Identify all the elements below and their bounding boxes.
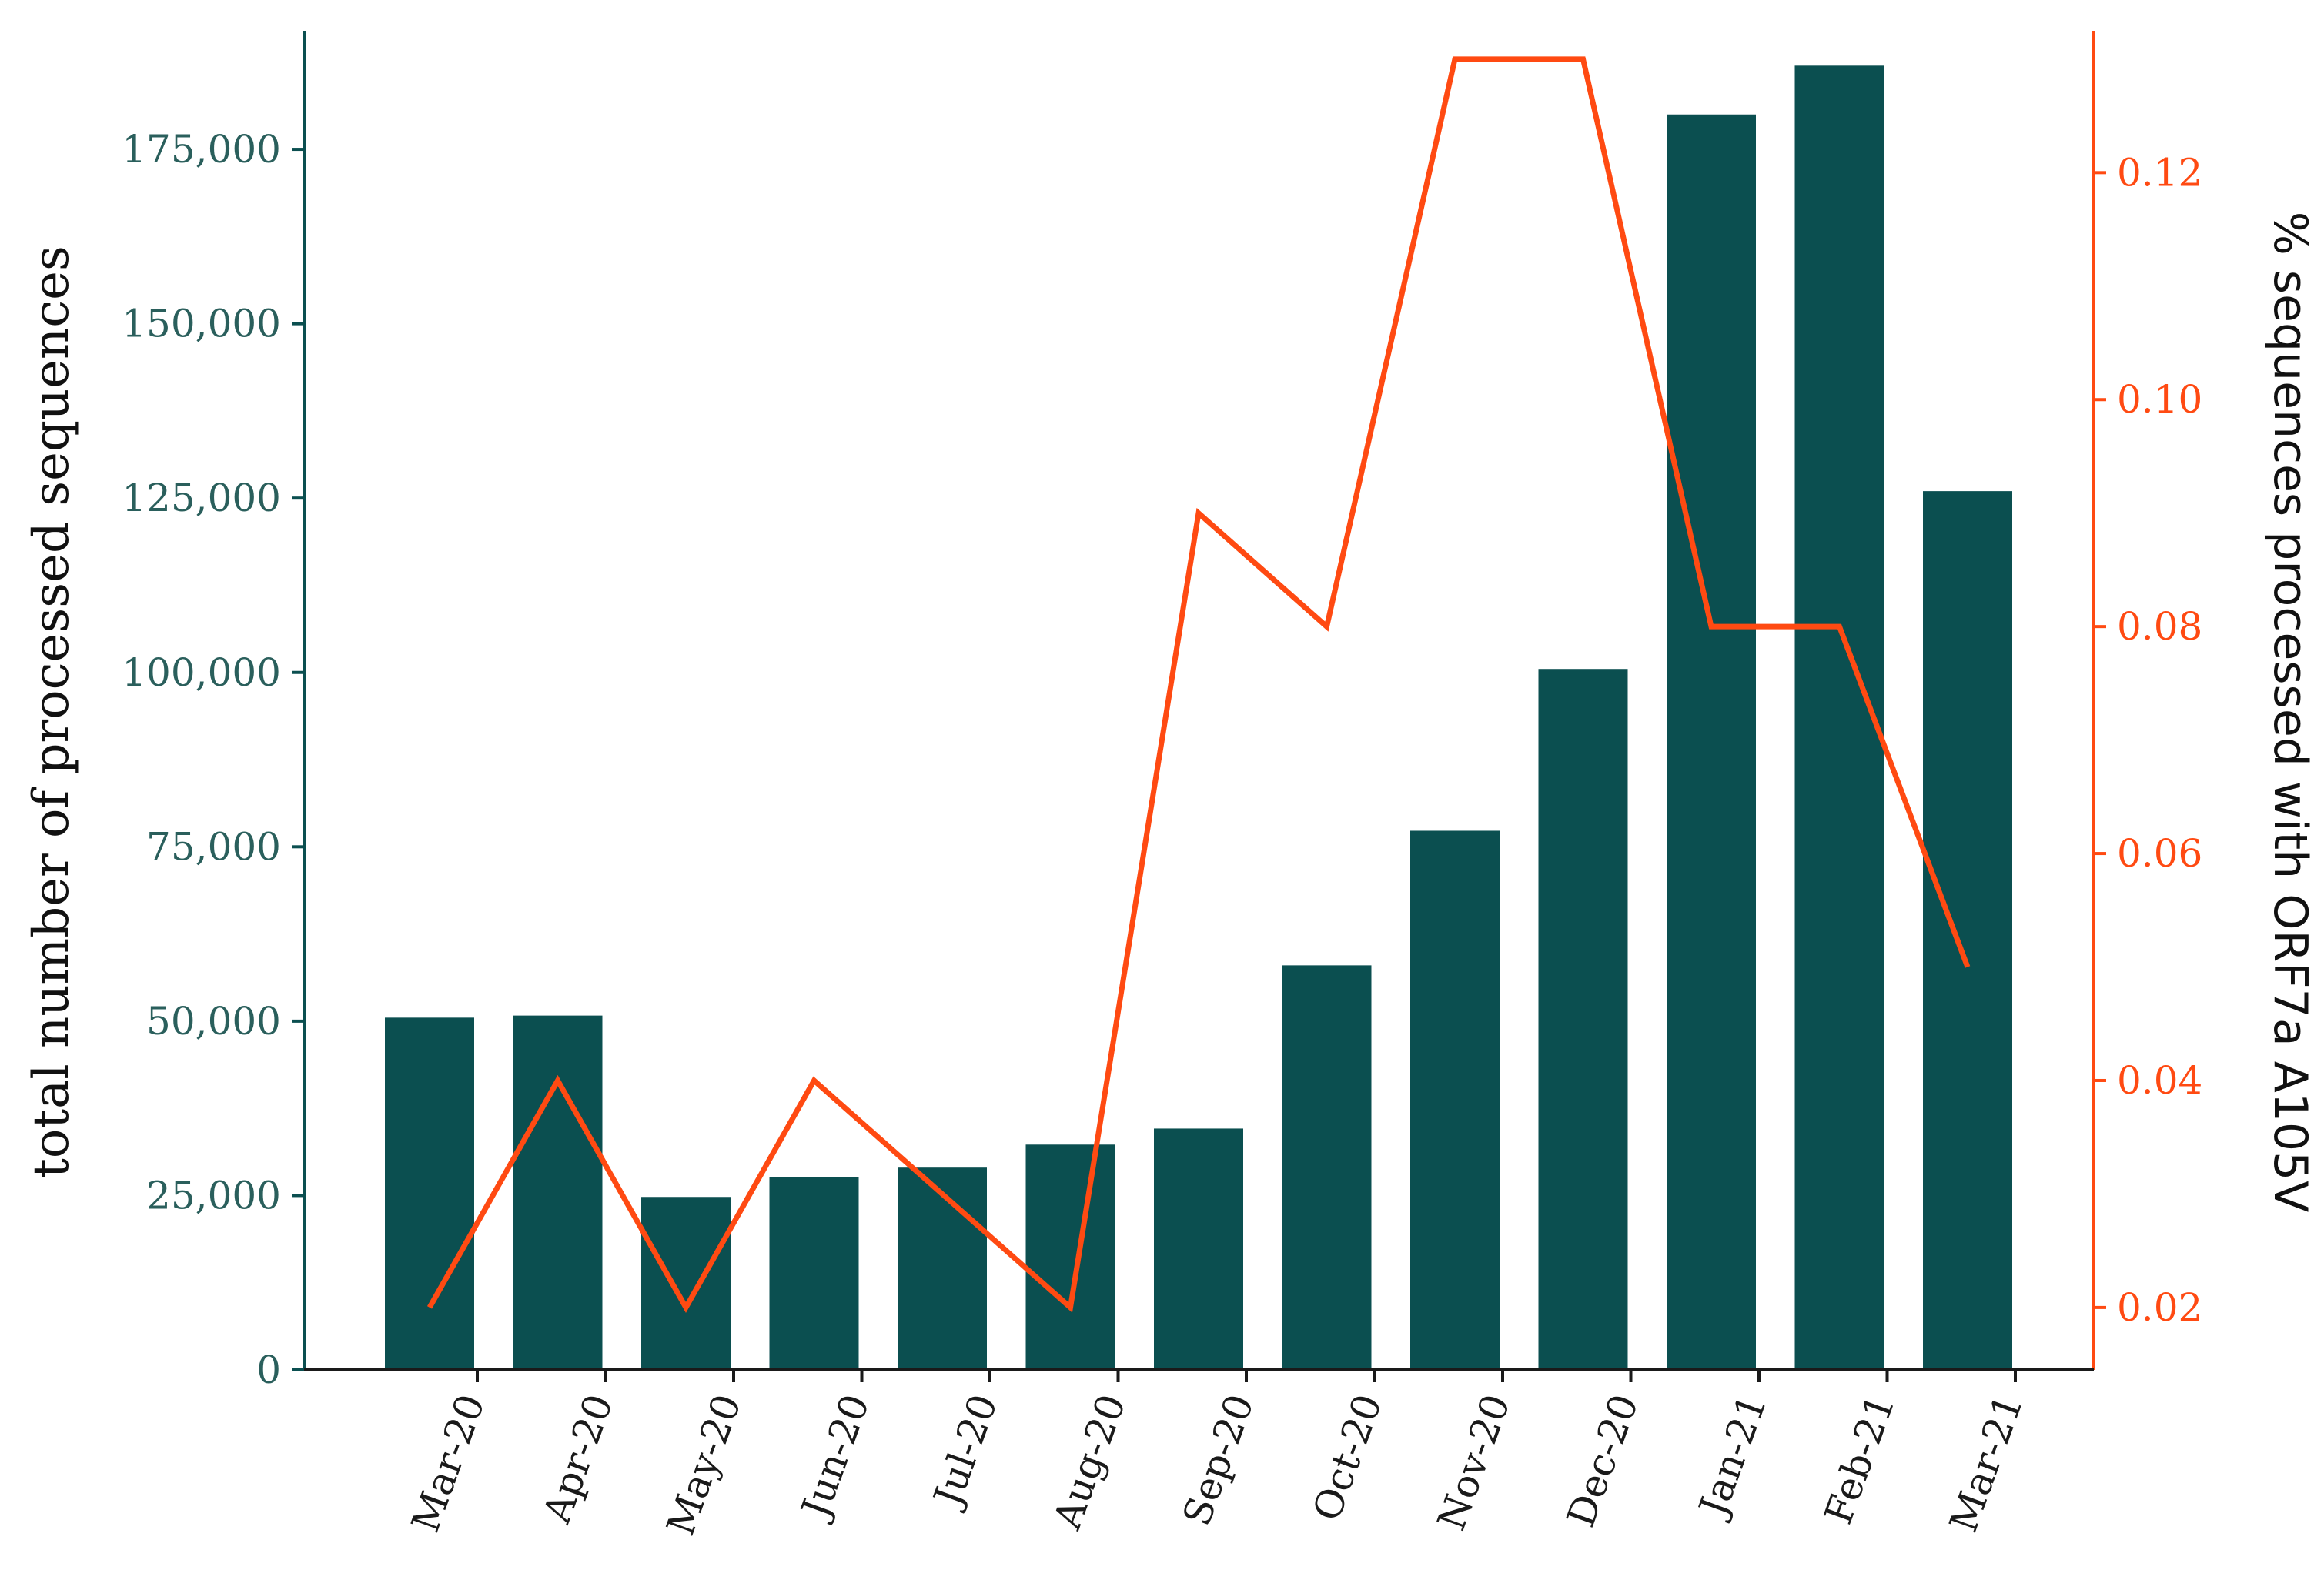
- bar-Aug-20: [1025, 1144, 1115, 1370]
- x-tick-label-Nov-20: Nov-20: [1429, 1388, 1519, 1535]
- bar-Jan-21: [1667, 114, 1756, 1370]
- x-tick-label-Aug-20: Aug-20: [1045, 1388, 1135, 1535]
- bar-Dec-20: [1538, 669, 1628, 1370]
- bar-Mar-21: [1923, 491, 2012, 1370]
- x-tick-label-Oct-20: Oct-20: [1304, 1388, 1391, 1526]
- x-tick-label-Jun-20: Jun-20: [791, 1388, 878, 1527]
- x-tick-label-May-20: May-20: [658, 1388, 750, 1541]
- y-tick-label-right: 0.02: [2117, 1285, 2202, 1330]
- bar-Jun-20: [769, 1177, 859, 1370]
- y-tick-label-right: 0.06: [2117, 831, 2202, 876]
- bar-Nov-20: [1410, 830, 1500, 1370]
- y-axis-label-right: % sequences processed with ORF7a A105V: [2263, 212, 2317, 1213]
- x-tick-label-Mar-21: Mar-21: [1941, 1388, 2031, 1538]
- y-tick-label-right: 0.10: [2117, 377, 2202, 422]
- x-tick-label-Jul-20: Jul-20: [924, 1388, 1006, 1515]
- x-tick-label-Sep-20: Sep-20: [1174, 1388, 1262, 1532]
- y-tick-label-left: 25,000: [146, 1173, 281, 1218]
- x-tick-label-Feb-21: Feb-21: [1816, 1388, 1904, 1529]
- bar-Apr-20: [513, 1015, 603, 1370]
- x-tick-label-Apr-20: Apr-20: [534, 1388, 622, 1529]
- y-tick-label-left: 125,000: [122, 476, 281, 520]
- bar-Sep-20: [1154, 1128, 1243, 1370]
- bar-Feb-21: [1794, 65, 1884, 1370]
- y-tick-label-left: 100,000: [122, 650, 281, 695]
- y-tick-label-left: 0: [256, 1348, 281, 1392]
- y-tick-label-right: 0.12: [2117, 150, 2202, 195]
- axes: [292, 31, 2106, 1382]
- y-tick-label-left: 50,000: [146, 999, 281, 1044]
- y-tick-label-right: 0.08: [2117, 604, 2202, 649]
- x-tick-label-Dec-20: Dec-20: [1558, 1388, 1647, 1532]
- line-series: [426, 56, 1971, 1314]
- x-tick-label-Jan-21: Jan-21: [1689, 1388, 1775, 1525]
- y-tick-label-right: 0.04: [2117, 1058, 2202, 1103]
- x-tick-label-Mar-20: Mar-20: [403, 1388, 493, 1538]
- y-tick-label-left: 75,000: [146, 824, 281, 869]
- bar-May-20: [641, 1197, 731, 1370]
- bar-series: [385, 65, 2012, 1370]
- bar-Mar-20: [385, 1017, 474, 1370]
- y-tick-label-left: 175,000: [122, 127, 281, 172]
- y-axis-label-left: total number of processed sequences: [23, 246, 80, 1178]
- y-tick-label-left: 150,000: [122, 302, 281, 346]
- bar-Jul-20: [898, 1167, 987, 1370]
- bar-Oct-20: [1282, 965, 1372, 1370]
